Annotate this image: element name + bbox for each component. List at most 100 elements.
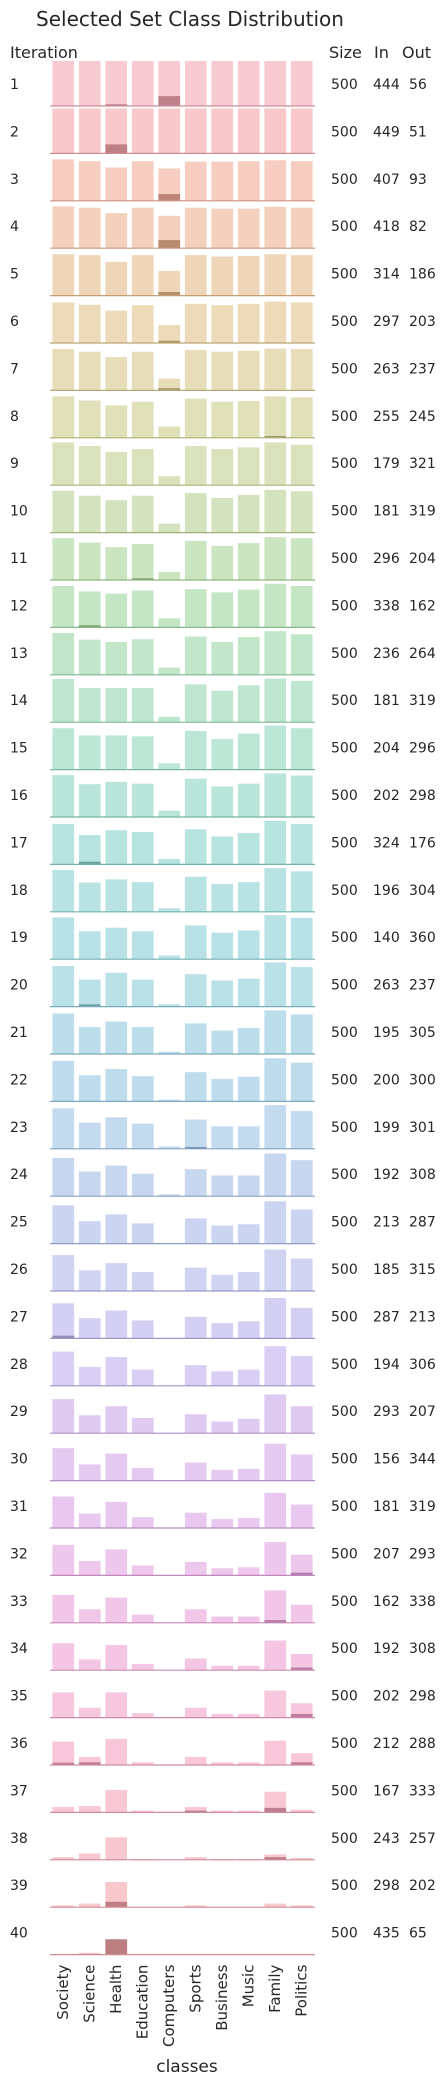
background-bar [78,1122,101,1149]
background-bar [105,879,128,912]
background-bar [158,476,181,486]
out-value: 288 [409,1736,436,1752]
background-bar [105,688,128,723]
iteration-row: 10 500 181 319 [10,489,436,534]
background-bar [105,735,128,770]
background-bar [158,61,181,106]
background-bar [131,736,154,770]
background-bar [184,1561,207,1576]
selected-bar [158,194,181,201]
background-bar [78,1171,101,1197]
background-bar [264,301,287,343]
background-bar [131,351,154,391]
background-bar [264,442,287,486]
background-bar [264,1492,287,1528]
background-bar [211,786,234,817]
background-bar [78,1561,101,1576]
background-bar [78,1366,101,1386]
iteration-label: 40 [10,1926,28,1942]
background-bar [52,1741,75,1765]
size-value: 500 [331,1357,358,1373]
background-bar [237,1027,260,1054]
background-bar [52,823,75,865]
background-bar [237,1175,260,1197]
size-value: 500 [331,1120,358,1136]
size-value: 500 [331,219,358,235]
background-bar [184,925,207,960]
background-bar [105,781,128,817]
out-value: 319 [409,504,436,520]
background-bar [105,1837,128,1860]
size-value: 500 [331,646,358,662]
background-bar [211,1030,234,1054]
iteration-row: 13 500 236 264 [10,631,436,676]
background-bar [78,255,101,296]
background-bar [78,1806,101,1813]
background-bar [131,1614,154,1623]
background-bar [290,302,313,343]
background-bar [158,763,181,770]
background-bar [78,835,101,865]
background-bar [184,1905,207,1908]
background-bar [184,778,207,817]
background-bar [131,1173,154,1197]
selected-bar [158,96,181,106]
background-bar [211,1568,234,1576]
size-value: 500 [331,1641,358,1657]
background-bar [78,735,101,770]
background-bar [78,1903,101,1908]
iteration-row: 16 500 202 298 [10,773,436,818]
background-bar [184,1169,207,1197]
out-value: 237 [409,361,436,377]
background-bar [211,1078,234,1102]
background-bar [290,161,313,201]
in-value: 298 [373,1878,400,1894]
iteration-label: 3 [10,172,19,188]
background-bar [237,685,260,723]
in-value: 243 [373,1831,400,1847]
background-bar [290,444,313,486]
size-value: 500 [331,409,358,425]
out-value: 315 [409,1262,436,1278]
iteration-row: 3 500 407 93 [10,159,427,202]
background-bar [105,1165,128,1197]
background-bar [52,1857,75,1860]
background-bar [52,632,75,675]
background-bar [211,1714,234,1718]
background-bar [184,1756,207,1765]
background-bar [211,1665,234,1671]
selected-bar [78,625,101,628]
background-bar [52,1399,75,1434]
background-bar [131,108,154,154]
background-bar [158,618,181,628]
background-bar [105,1789,128,1813]
x-tick-label: Music [240,1965,258,2008]
background-bar [78,1609,101,1623]
in-value: 202 [373,1689,400,1705]
background-bar [52,206,75,249]
size-value: 500 [331,456,358,472]
background-bar [184,446,207,486]
background-bar [158,667,181,675]
background-bar [290,1858,313,1860]
size-value: 500 [331,741,358,757]
background-bar [52,349,75,391]
background-bar [237,494,260,533]
background-bar [264,1690,287,1718]
background-bar [131,1369,154,1386]
background-bar [211,980,234,1007]
iteration-label: 1 [10,77,19,93]
background-bar [52,1013,75,1054]
background-bar [105,405,128,438]
size-value: 500 [331,172,358,188]
x-axis-label: classes [156,2057,218,2077]
iteration-row: 25 500 213 287 [10,1201,436,1245]
background-bar [158,108,181,154]
in-value: 156 [373,1452,400,1468]
background-bar [131,495,154,533]
background-bar [264,1443,287,1481]
x-tick-label: Politics [293,1964,311,2016]
background-bar [131,1223,154,1244]
background-bar [78,1513,101,1528]
background-bar [78,1464,101,1481]
